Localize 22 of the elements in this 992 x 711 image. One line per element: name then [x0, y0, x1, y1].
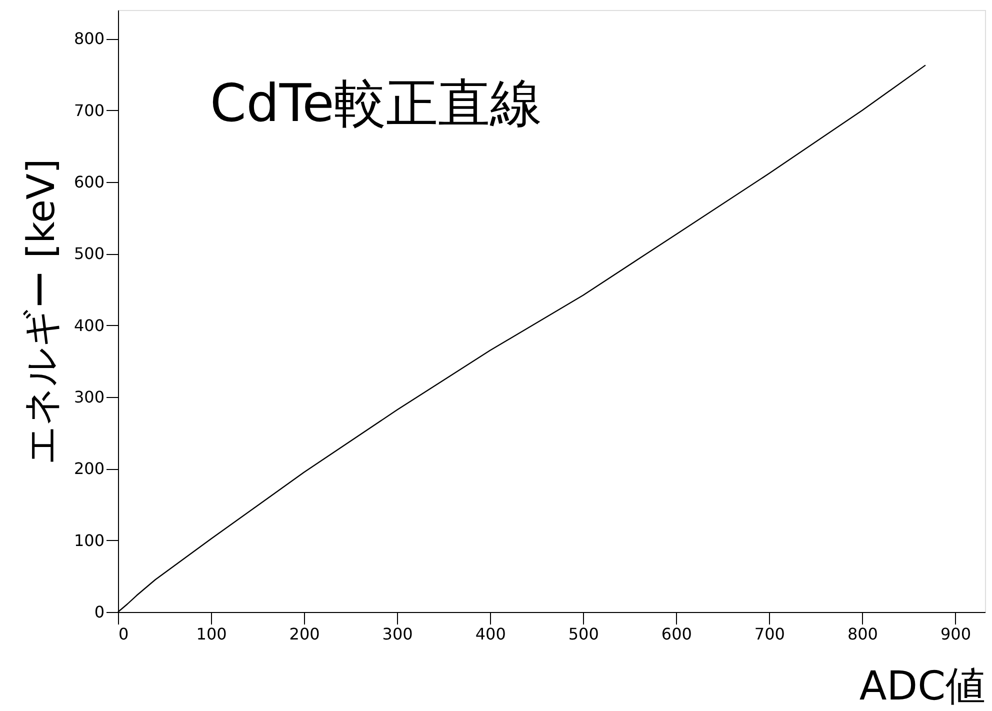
x-tick-label: 700 — [754, 624, 785, 644]
x-tick-label: 100 — [196, 624, 227, 644]
x-tick-label: 0 — [118, 624, 129, 644]
y-tick-label: 700 — [74, 100, 104, 120]
y-tick-label: 0 — [94, 602, 104, 622]
x-tick-label: 400 — [475, 624, 506, 644]
y-axis-title: エネルギー [keV] — [18, 158, 63, 464]
x-tick-label: 200 — [289, 624, 320, 644]
y-tick-label: 600 — [74, 172, 104, 192]
text: CdTe較正直線 — [210, 74, 542, 134]
x-tick-label: 800 — [847, 624, 878, 644]
y-tick-label: 200 — [74, 459, 104, 478]
x-tick-label: 500 — [568, 624, 599, 644]
x-tick-label: 900 — [940, 624, 972, 644]
y-tick-label: 400 — [74, 316, 104, 335]
y-tick-label: 300 — [74, 388, 104, 406]
y-tick-label: 800 — [74, 29, 104, 48]
x-axis-title: ADC値 — [859, 664, 986, 710]
y-tick-label: 100 — [74, 530, 104, 550]
y-tick-label: 500 — [74, 244, 104, 264]
x-tick-label: 600 — [661, 624, 692, 644]
x-tick-label: 300 — [382, 624, 413, 644]
